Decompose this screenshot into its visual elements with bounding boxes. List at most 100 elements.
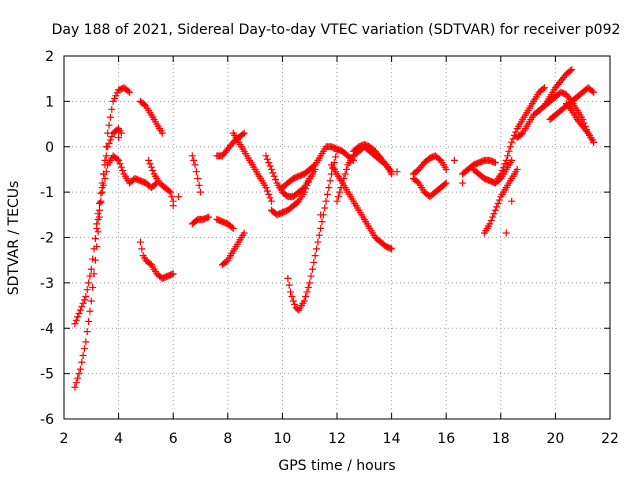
- data-point: [71, 320, 79, 328]
- data-point: [85, 317, 93, 325]
- data-point: [95, 199, 103, 207]
- data-point: [289, 297, 297, 305]
- data-point: [240, 229, 248, 237]
- data-point: [228, 223, 236, 231]
- data-point: [498, 167, 506, 175]
- data-point: [322, 197, 330, 205]
- data-point: [491, 206, 499, 214]
- data-point: [566, 105, 574, 113]
- data-point: [165, 187, 173, 195]
- data-point: [314, 238, 322, 246]
- data-point: [147, 163, 155, 171]
- data-point: [101, 175, 109, 183]
- data-point: [97, 189, 105, 197]
- data-point: [86, 307, 94, 315]
- data-point: [191, 161, 199, 169]
- x-tick-label: 2: [60, 431, 69, 447]
- data-point: [341, 170, 349, 178]
- data-point: [124, 87, 132, 95]
- data-point: [566, 67, 574, 75]
- data-point: [89, 283, 97, 291]
- data-point: [190, 156, 198, 164]
- data-point: [188, 152, 196, 160]
- data-point: [343, 165, 351, 173]
- x-tick-label: 18: [492, 431, 510, 447]
- data-point: [266, 194, 274, 202]
- data-point: [75, 370, 83, 378]
- data-point: [505, 147, 513, 155]
- data-point: [87, 297, 95, 305]
- y-tick-label: -6: [40, 412, 54, 428]
- data-point: [442, 179, 450, 187]
- data-point: [265, 159, 273, 167]
- data-point: [287, 288, 295, 296]
- data-point: [494, 199, 502, 207]
- data-point: [149, 167, 157, 175]
- data-point: [115, 156, 123, 164]
- data-point: [93, 220, 101, 228]
- data-point: [291, 300, 299, 308]
- x-tick-label: 12: [328, 431, 346, 447]
- data-point: [336, 188, 344, 196]
- x-tick-label: 6: [169, 431, 178, 447]
- x-tick-labels: 2 4 6 8 10 12 14 16 18 20 22: [60, 431, 619, 447]
- data-point: [338, 179, 346, 187]
- x-axis-label: GPS time / hours: [278, 458, 395, 474]
- data-point: [501, 160, 509, 168]
- data-point: [490, 210, 498, 218]
- data-point: [126, 88, 134, 96]
- data-point: [263, 187, 271, 195]
- data-point: [166, 188, 174, 196]
- data-point: [267, 165, 275, 173]
- data-point: [87, 265, 95, 273]
- data-point: [583, 127, 591, 135]
- data-point: [108, 105, 116, 113]
- data-point: [337, 184, 345, 192]
- y-tick-label: -2: [40, 231, 54, 247]
- data-point: [512, 128, 520, 136]
- x-tick-label: 4: [114, 431, 123, 447]
- data-point: [146, 160, 154, 168]
- data-point: [94, 210, 102, 218]
- data-point: [267, 197, 275, 205]
- data-point: [94, 228, 102, 236]
- data-point: [98, 179, 106, 187]
- y-tick-label: -3: [40, 276, 54, 292]
- data-point: [158, 129, 166, 137]
- data-point: [300, 188, 308, 196]
- y-tick-label: -5: [40, 367, 54, 383]
- data-point: [269, 169, 277, 177]
- data-point: [113, 155, 121, 163]
- y-tick-label: -1: [40, 185, 54, 201]
- data-point: [590, 88, 598, 96]
- data-point: [497, 170, 505, 178]
- data-point: [321, 204, 329, 212]
- data-point: [333, 147, 341, 155]
- data-point: [262, 152, 270, 160]
- axis-ticks: [63, 55, 611, 420]
- data-point: [318, 218, 326, 226]
- x-tick-label: 8: [223, 431, 232, 447]
- data-points: [71, 66, 598, 391]
- data-point: [317, 224, 325, 232]
- y-tick-label: -4: [40, 321, 54, 337]
- data-point: [568, 66, 576, 74]
- data-point: [442, 165, 450, 173]
- data-point: [169, 202, 177, 210]
- data-point: [80, 345, 88, 353]
- data-point: [393, 168, 401, 176]
- data-point: [194, 175, 202, 183]
- data-point: [108, 133, 116, 141]
- data-point: [240, 129, 248, 137]
- data-point: [272, 176, 280, 184]
- data-point: [459, 179, 467, 187]
- data-point: [317, 211, 325, 219]
- data-point: [74, 374, 82, 382]
- data-point: [323, 190, 331, 198]
- data-point: [333, 197, 341, 205]
- x-tick-label: 20: [546, 431, 564, 447]
- data-point: [89, 255, 97, 263]
- data-point: [491, 159, 499, 167]
- data-point: [307, 272, 315, 280]
